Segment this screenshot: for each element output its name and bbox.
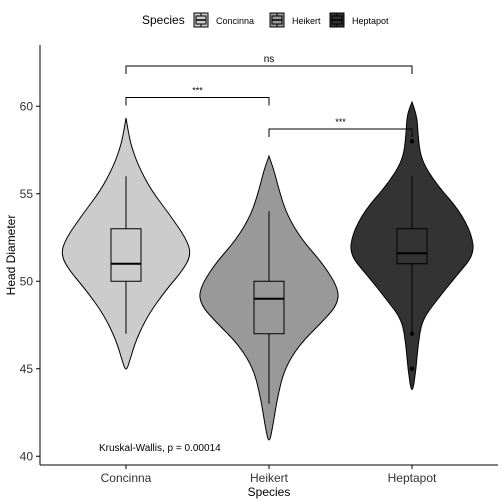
box-heptapot (396, 228, 428, 265)
significance-label: *** (335, 117, 346, 127)
y-tick-label: 40 (20, 449, 34, 463)
comparison-bracket: *** (268, 117, 413, 137)
comparison-bracket: ns (125, 54, 413, 74)
legend-label: Concinna (216, 16, 254, 26)
legend-label: Heikert (292, 16, 321, 26)
legend-label: Heptapot (352, 16, 389, 26)
x-tick-label: Concinna (101, 471, 152, 485)
y-axis-title: Head Diameter (4, 215, 18, 296)
box-concinna (110, 228, 142, 282)
box-heikert (253, 280, 285, 335)
outlier-point (409, 331, 415, 336)
significance-label: *** (192, 86, 203, 96)
legend-title: Species (142, 13, 185, 27)
legend-item-heptapot: Heptapot (329, 12, 389, 28)
x-tick-label: Heikert (250, 471, 289, 485)
y-tick-label: 45 (20, 362, 34, 376)
significance-label: ns (264, 54, 275, 65)
outlier-point (409, 366, 415, 371)
plot-panel: ns *** *** 40 45 50 55 60 Concinna Heikert Hepta… (20, 45, 498, 485)
x-tick-label: Heptapot (388, 471, 437, 485)
bracket-line (125, 65, 413, 74)
bracket-line (125, 97, 270, 106)
legend: Species Concinna Heikert Heptapot (142, 12, 389, 28)
legend-item-heikert: Heikert (269, 12, 321, 28)
y-tick-label: 55 (20, 187, 34, 201)
x-axis-title: Species (248, 485, 291, 499)
legend-item-concinna: Concinna (193, 12, 254, 28)
bracket-line (268, 128, 413, 137)
comparison-bracket: *** (125, 86, 270, 106)
outlier-point (409, 139, 415, 144)
y-tick-label: 60 (20, 99, 34, 113)
y-tick-label: 50 (20, 274, 34, 288)
kruskal-wallis-annotation: Kruskal-Wallis, p = 0.00014 (99, 443, 221, 454)
